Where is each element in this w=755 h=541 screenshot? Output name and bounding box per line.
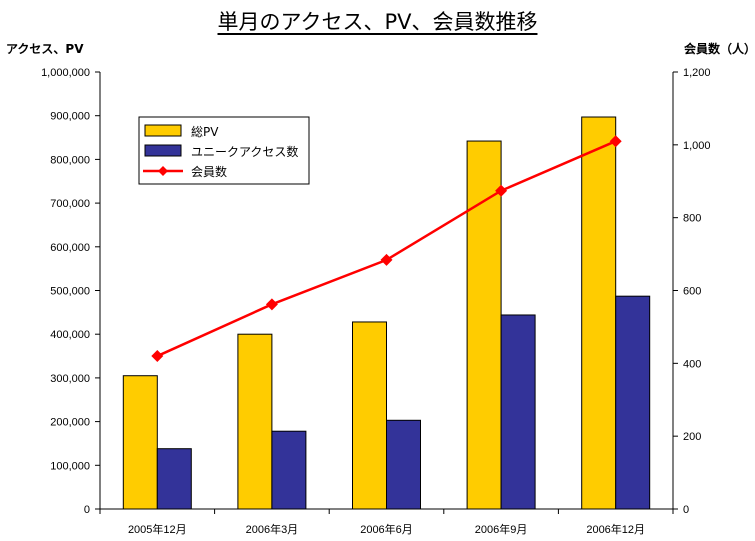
bar-unique-access [615,295,651,510]
right-tick-label: 600 [683,286,701,298]
left-tick-label: 600,000 [50,242,90,254]
left-tick-label: 900,000 [50,111,90,123]
legend-label: 会員数 [191,164,227,179]
bar-unique-access [271,430,307,510]
right-tick-label: 0 [683,504,689,516]
right-tick-label: 800 [683,213,701,225]
legend-label: ユニークアクセス数 [191,144,298,159]
x-tick-label: 2006年9月 [475,522,528,536]
x-tick-label: 2006年3月 [246,522,299,536]
members-point [380,253,393,266]
x-tick-label: 2006年6月 [360,522,413,536]
left-tick-label: 1,000,000 [41,67,90,79]
chart-title: 単月のアクセス、PV、会員数推移 [217,10,538,34]
bar-unique-access [156,448,192,510]
legend-label: 総PV [191,125,219,139]
left-tick-label: 700,000 [50,198,90,210]
bar-total-pv [581,116,617,510]
left-tick-label: 300,000 [50,373,90,385]
x-tick-label: 2005年12月 [128,522,187,536]
bar-total-pv [237,333,273,510]
right-axis-unit-label: 会員数（人） [684,42,755,56]
left-tick-label: 500,000 [50,286,90,298]
members-point [265,298,278,311]
bar-total-pv [352,321,387,510]
members-point [151,350,164,363]
legend-swatch [144,144,182,157]
right-tick-label: 200 [683,431,701,443]
right-tick-label: 400 [683,358,701,370]
members-point [495,184,508,197]
bar-total-pv [122,375,158,510]
right-tick-label: 1,200 [683,67,711,79]
left-tick-label: 400,000 [50,329,90,341]
left-tick-label: 100,000 [50,460,90,472]
left-tick-label: 800,000 [50,154,90,166]
legend-swatch [144,124,182,137]
left-tick-label: 0 [84,504,90,516]
bar-unique-access [386,419,421,510]
bar-unique-access [500,314,536,510]
left-axis-unit-label: アクセス、PV [6,42,84,56]
x-tick-label: 2006年12月 [586,522,645,536]
left-tick-label: 200,000 [50,417,90,429]
legend-marker [158,166,168,176]
right-tick-label: 1,000 [683,140,711,152]
bar-total-pv [466,140,502,510]
members-point [609,135,622,148]
